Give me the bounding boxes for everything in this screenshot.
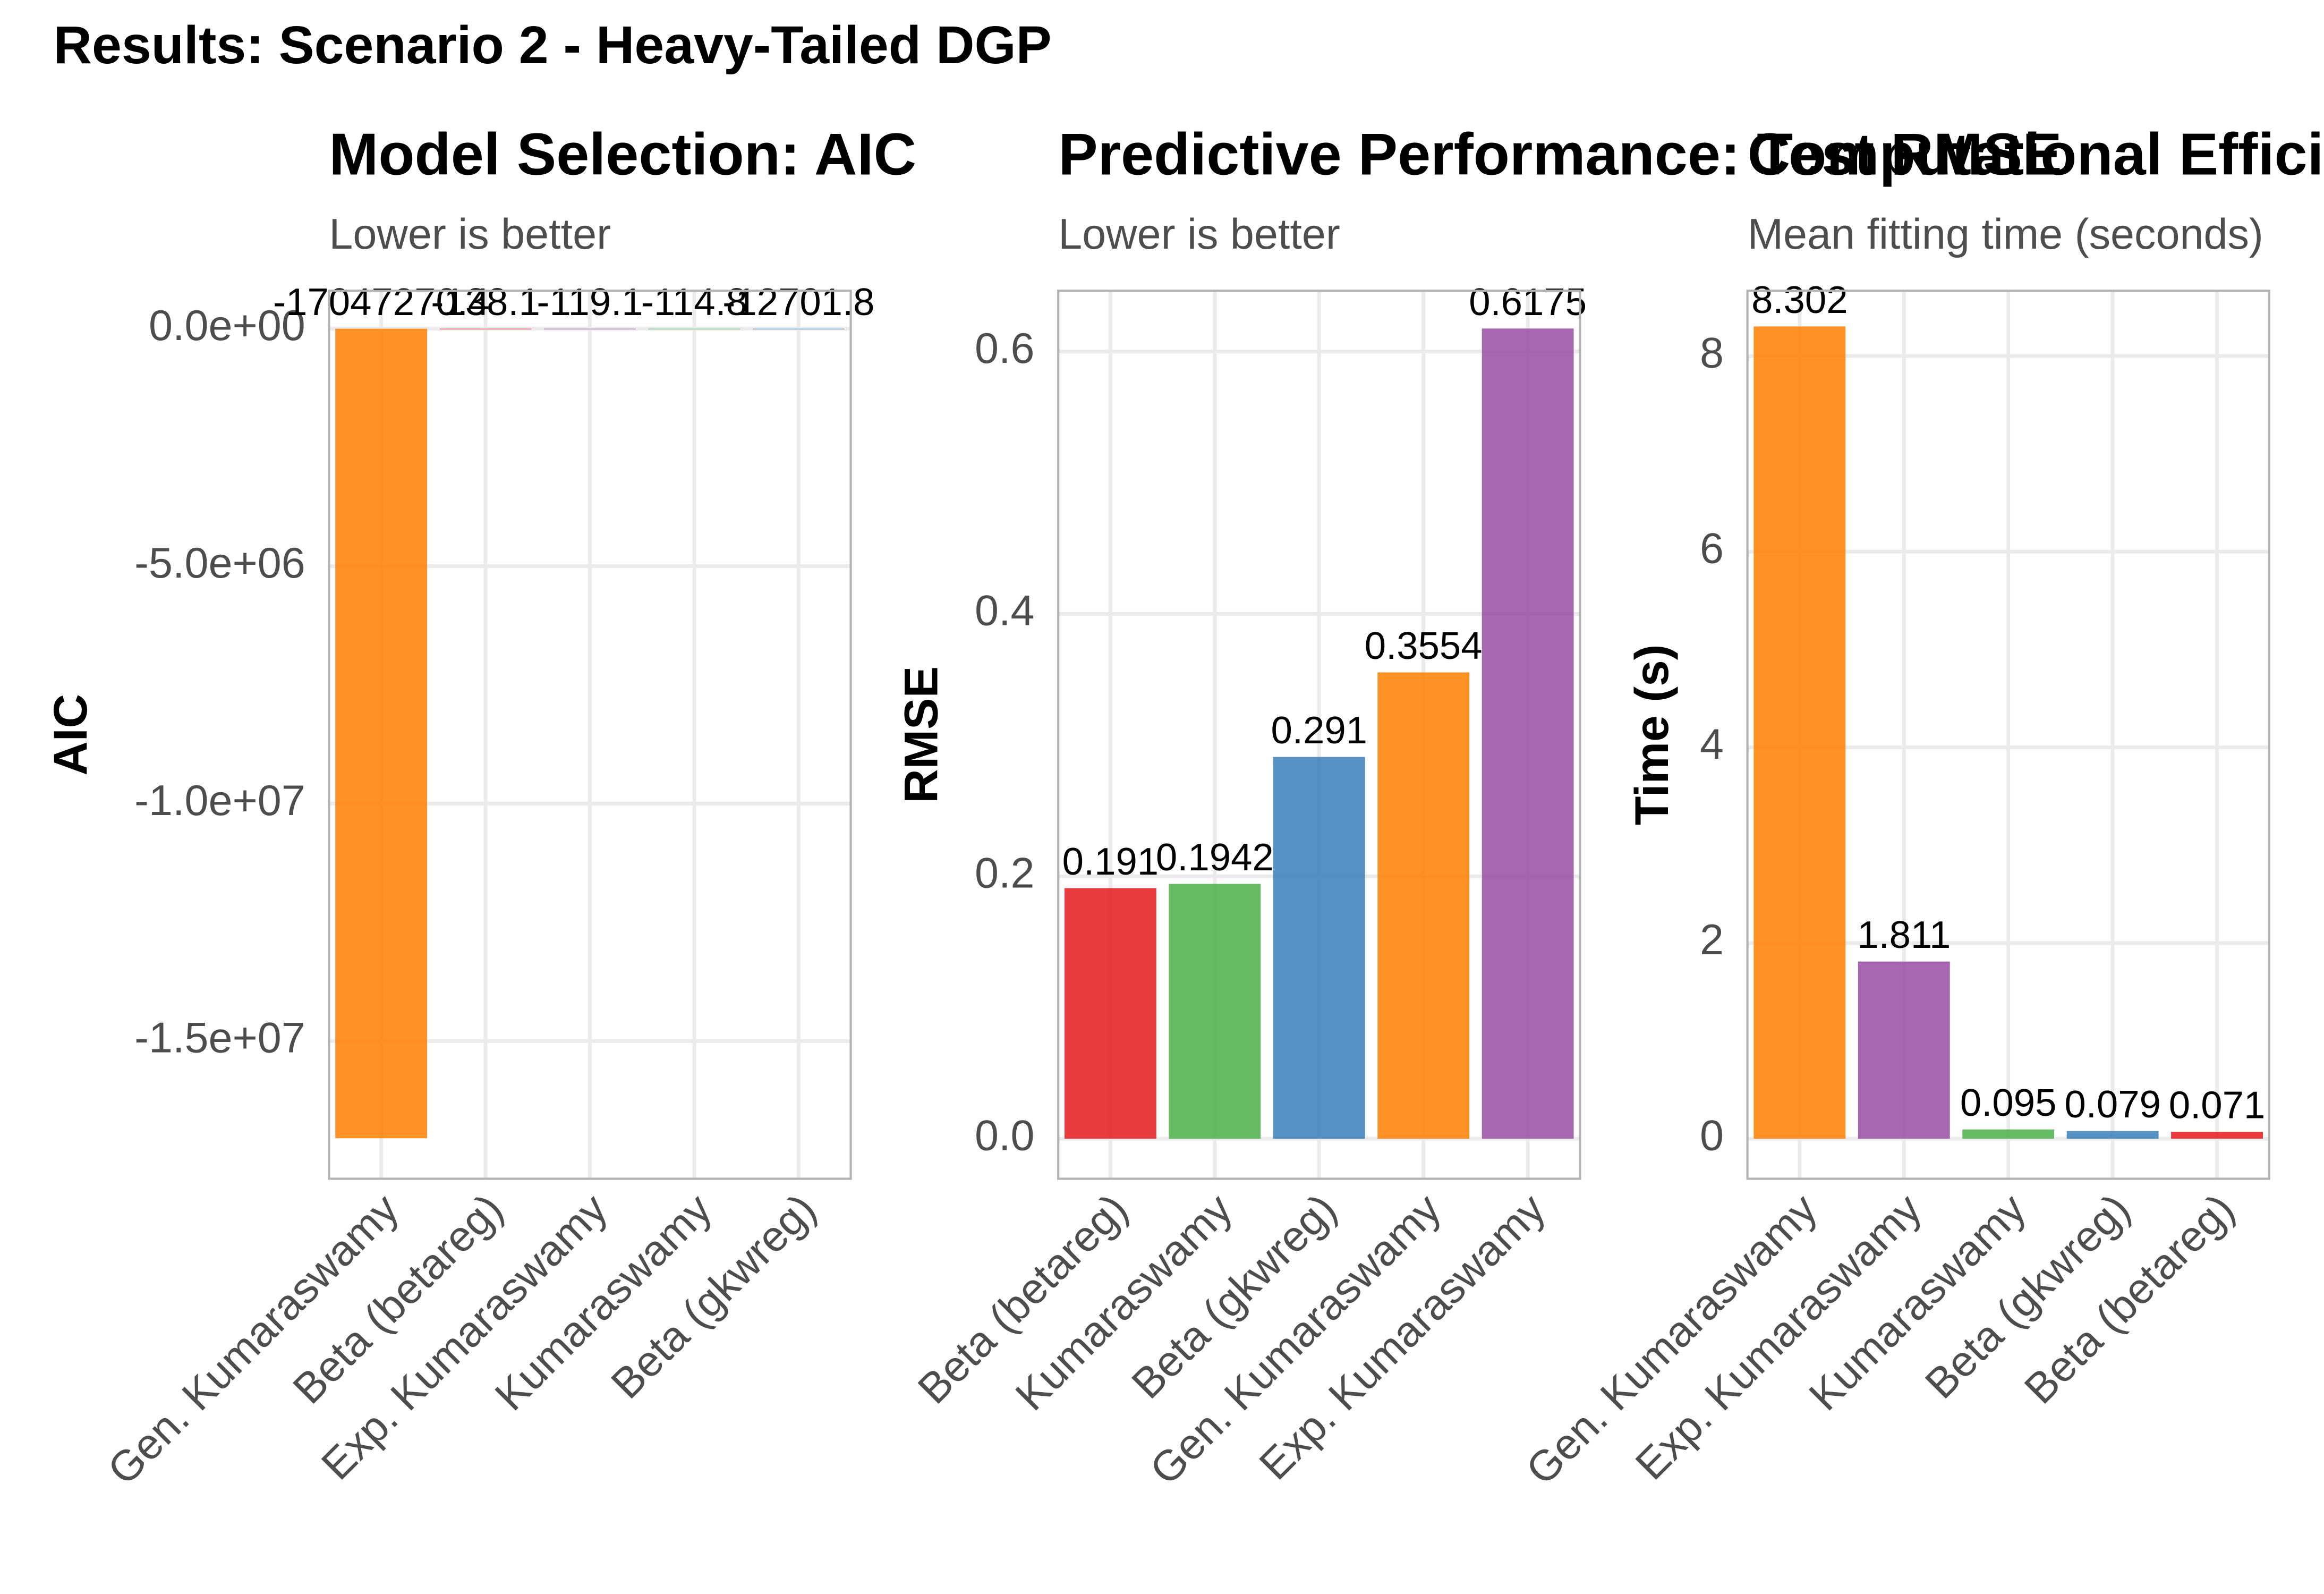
y-tick-label: -5.0e+06 xyxy=(134,539,305,587)
value-label: -119.1 xyxy=(537,281,643,324)
bar xyxy=(1858,961,1950,1139)
panel-border xyxy=(328,290,852,1180)
chart-subtitle: Lower is better xyxy=(1058,210,1340,258)
y-tick-label: 8 xyxy=(1700,329,1724,377)
bar xyxy=(2171,1132,2263,1139)
figure-title: Results: Scenario 2 - Heavy-Tailed DGP xyxy=(53,15,1051,75)
y-tick-label: 0.2 xyxy=(975,850,1034,897)
value-label: 0.079 xyxy=(2064,1083,2161,1126)
y-axis-label: AIC xyxy=(44,694,97,776)
value-label: 1.811 xyxy=(1857,913,1951,956)
y-tick-label: 0.0e+00 xyxy=(149,302,305,350)
bar xyxy=(1273,757,1365,1139)
panel-border xyxy=(1746,290,2270,1180)
chart-subtitle: Lower is better xyxy=(329,210,611,258)
chart-title: Model Selection: AIC xyxy=(329,121,916,187)
bar xyxy=(1064,888,1156,1139)
panel-border xyxy=(1057,290,1581,1180)
y-tick-label: -1.0e+07 xyxy=(134,777,305,825)
y-tick-label: 0 xyxy=(1700,1112,1724,1160)
y-tick-label: 2 xyxy=(1700,916,1724,964)
value-label: 0.6175 xyxy=(1469,281,1587,324)
value-label: 0.291 xyxy=(1271,709,1368,752)
bar xyxy=(1482,328,1574,1139)
value-label: -12701.8 xyxy=(722,281,874,324)
y-axis-label: Time (s) xyxy=(1625,644,1678,825)
chart-title: Predictive Performance: Test RMSE xyxy=(1058,121,2062,187)
value-label: 0.095 xyxy=(1960,1081,2057,1124)
y-tick-label: 0.0 xyxy=(975,1112,1034,1160)
y-tick-label: 0.6 xyxy=(975,325,1034,372)
y-tick-label: -1.5e+07 xyxy=(134,1014,305,1062)
y-tick-label: 0.4 xyxy=(975,587,1034,635)
value-label: -114.8 xyxy=(641,281,747,324)
bar xyxy=(1169,884,1261,1139)
value-label: -138.1 xyxy=(431,281,540,324)
y-tick-label: 4 xyxy=(1700,720,1724,768)
value-label: 0.1942 xyxy=(1156,836,1274,879)
value-label: 8.302 xyxy=(1751,278,1848,321)
value-label: -17047270.4 xyxy=(273,281,489,324)
chart-title: Computational Efficiency xyxy=(1748,121,2324,187)
bar xyxy=(335,328,428,1139)
y-tick-label: 6 xyxy=(1700,525,1724,573)
bar xyxy=(1753,326,1846,1139)
bar xyxy=(1962,1129,2055,1139)
value-label: 0.191 xyxy=(1062,840,1159,883)
bar xyxy=(1377,672,1470,1139)
bar xyxy=(2066,1131,2159,1139)
value-label: 0.071 xyxy=(2169,1084,2266,1127)
value-label: 0.3554 xyxy=(1365,624,1483,667)
chart-subtitle: Mean fitting time (seconds) xyxy=(1748,210,2263,258)
y-axis-label: RMSE xyxy=(895,666,948,803)
